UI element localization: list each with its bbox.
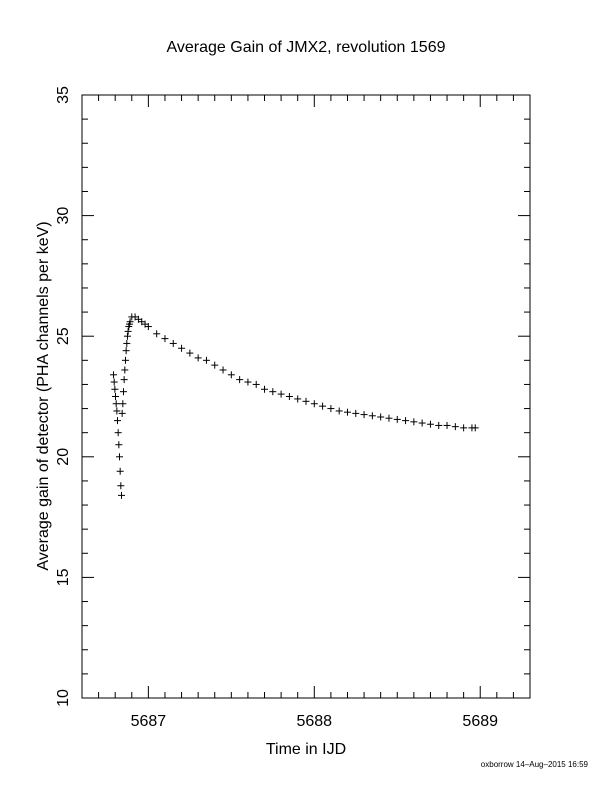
data-point — [124, 327, 132, 335]
data-point — [294, 395, 302, 403]
y-tick-label: 30 — [55, 207, 72, 225]
y-axis-label: Average gain of detector (PHA channels p… — [35, 221, 52, 570]
x-axis-label: Time in IJD — [266, 741, 346, 758]
data-point — [360, 411, 368, 419]
data-point — [115, 453, 123, 461]
x-tick-label: 5689 — [462, 713, 498, 730]
data-point — [121, 356, 129, 364]
data-point — [126, 318, 134, 326]
data-point — [120, 376, 128, 384]
data-point — [122, 347, 130, 355]
plot-frame — [81, 94, 531, 699]
data-point — [112, 400, 120, 408]
data-point — [443, 421, 451, 429]
data-point — [169, 339, 177, 347]
data-point — [194, 354, 202, 362]
x-tick-label: 5687 — [131, 713, 167, 730]
data-point — [123, 339, 131, 347]
data-point — [261, 385, 269, 393]
data-point — [377, 413, 385, 421]
data-point — [277, 390, 285, 398]
y-tick-label: 10 — [55, 689, 72, 707]
footer-credit: oxborrow 14–Aug–2015 16:59 — [481, 760, 589, 769]
data-point — [118, 409, 126, 417]
data-point — [161, 335, 169, 343]
data-point — [119, 400, 127, 408]
data-point — [219, 366, 227, 374]
data-point — [112, 393, 120, 400]
data-point — [121, 366, 129, 374]
data-point — [410, 418, 418, 426]
y-tick-label: 35 — [55, 86, 72, 104]
data-point — [153, 330, 161, 338]
data-point — [117, 482, 125, 490]
y-tick-label: 25 — [55, 327, 72, 345]
data-point — [343, 408, 351, 416]
data-point — [435, 421, 443, 429]
data-point — [227, 371, 235, 379]
data-point — [123, 332, 131, 340]
data-point — [451, 423, 459, 431]
data-point — [244, 378, 252, 386]
x-tick-label: 5688 — [296, 713, 332, 730]
tick-labels: 5687 5688 5689 10 15 20 25 30 35 — [55, 86, 498, 730]
data-point — [202, 356, 210, 364]
data-point — [119, 388, 127, 396]
axis-ticks — [81, 94, 531, 699]
data-point — [117, 491, 125, 499]
data-point — [116, 467, 124, 475]
data-point — [252, 380, 260, 388]
data-point — [236, 376, 244, 384]
data-point — [460, 424, 468, 432]
data-point — [426, 420, 434, 428]
data-point — [114, 429, 122, 437]
data-point — [310, 400, 318, 408]
data-point — [352, 409, 360, 417]
data-point — [418, 419, 426, 427]
data-point — [385, 414, 393, 422]
chart-title: Average Gain of JMX2, revolution 1569 — [167, 39, 446, 56]
data-point — [319, 402, 327, 410]
data-point — [186, 349, 194, 357]
data-point — [110, 378, 118, 386]
data-point — [269, 388, 277, 396]
y-tick-label: 15 — [55, 568, 72, 586]
data-point — [114, 417, 122, 425]
data-points — [110, 313, 479, 499]
data-point — [327, 405, 335, 413]
y-tick-label: 20 — [55, 448, 72, 466]
data-point — [111, 385, 119, 393]
data-point — [113, 407, 121, 415]
data-point — [302, 397, 310, 405]
data-point — [368, 412, 376, 420]
data-point — [115, 441, 123, 449]
data-point — [402, 417, 410, 425]
data-point — [211, 361, 219, 369]
data-point — [335, 407, 343, 415]
data-point — [178, 344, 186, 352]
data-point — [471, 424, 479, 432]
data-point — [144, 323, 152, 331]
data-point — [393, 415, 401, 423]
data-point — [110, 371, 118, 379]
data-point — [285, 393, 293, 400]
